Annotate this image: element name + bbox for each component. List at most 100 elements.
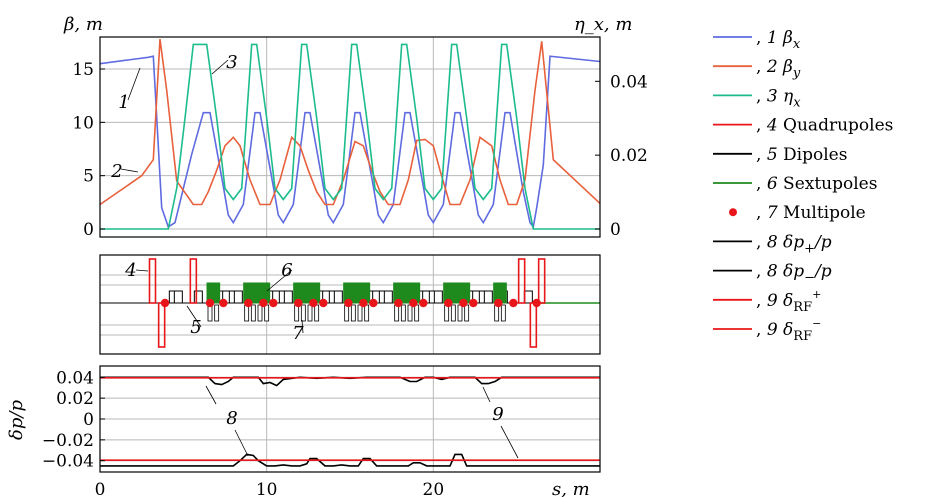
- dipole-element: [383, 290, 393, 304]
- dipole-lower-element: [400, 304, 406, 322]
- multipole-marker: [359, 298, 368, 308]
- legend-subscript: RF: [793, 300, 812, 315]
- plot-frame: [99, 254, 601, 355]
- dipole-element: [193, 290, 203, 304]
- dipole-lower-element: [444, 304, 450, 322]
- legend-symbol: δ: [783, 291, 793, 311]
- dipole-lower-element: [294, 304, 300, 322]
- dipole-lower-element: [300, 304, 306, 322]
- legend-number: 3: [767, 86, 783, 106]
- annotation-leader: [482, 386, 491, 403]
- y-tick-label: 5: [83, 167, 94, 187]
- dipole-lower-element: [457, 304, 463, 322]
- legend-number: 1: [767, 28, 783, 48]
- dipole-element: [233, 290, 243, 304]
- dipole-lower-element: [307, 304, 313, 322]
- dipole-lower-element: [464, 304, 470, 322]
- multipole-marker: [244, 298, 253, 308]
- annotation-leader: [266, 269, 293, 292]
- dipole-lower-element: [257, 304, 263, 322]
- dipole-lower-element: [414, 304, 420, 322]
- legend-tail: /p: [813, 262, 832, 282]
- legend-entry: , 3 ηx: [756, 86, 801, 110]
- legend-tail: /p: [813, 232, 832, 252]
- legend-entry: , 6 Sextupoles: [756, 174, 877, 194]
- multipole-marker: [160, 298, 170, 308]
- legend-subscript: y: [792, 66, 801, 81]
- annotation-leader: [234, 429, 249, 457]
- sextupole-element: [449, 282, 457, 304]
- annotation-leader: [205, 385, 217, 405]
- legend-symbol: β: [782, 28, 793, 48]
- legend-entry: , 2 βy: [756, 57, 801, 81]
- dipole-lower-element: [364, 304, 370, 322]
- curve-annotation-1: 1: [118, 92, 129, 113]
- dipole-lower-element: [207, 304, 213, 322]
- dipole-element: [523, 290, 533, 304]
- multipole-marker: [309, 298, 318, 308]
- sextupole-element: [399, 282, 407, 304]
- multipole-marker: [205, 298, 215, 308]
- plot-frame: [99, 36, 601, 238]
- dipole-lower-element: [344, 304, 350, 322]
- multipole-marker: [494, 298, 503, 308]
- y2-axis-label: η_x, m: [574, 14, 632, 35]
- element-annotation-6: 6: [281, 260, 292, 281]
- dipole-lower-element: [350, 304, 356, 322]
- dipole-lower-element: [407, 304, 413, 322]
- multipole-marker: [259, 298, 268, 308]
- dipole-element: [333, 290, 343, 304]
- legend-number: 9: [767, 291, 783, 311]
- element-annotation-5: 5: [190, 317, 201, 338]
- multipole-marker: [294, 298, 303, 308]
- y-axis-label: β, m: [63, 14, 103, 35]
- legend-number: 5: [767, 145, 783, 165]
- quadrupole-element: [148, 258, 157, 304]
- legend-subscript: x: [793, 37, 801, 52]
- curve-annotation-8: 8: [226, 408, 237, 429]
- annotation-leader: [301, 319, 304, 334]
- curve-annotation-3: 3: [226, 52, 237, 73]
- legend-symbol: β: [782, 57, 793, 77]
- legend-symbol: η: [783, 86, 794, 106]
- multipole-marker: [269, 298, 278, 308]
- multipole-marker: [444, 298, 453, 308]
- multipole-marker: [344, 298, 353, 308]
- dipole-element: [483, 290, 493, 304]
- legend-number: 9: [767, 320, 783, 340]
- legend-subscript: +: [804, 241, 815, 256]
- y-axis-label: δp/p: [6, 400, 27, 440]
- element-annotation-4: 4: [124, 260, 136, 281]
- x-tick-label: 10: [256, 480, 278, 497]
- legend-label: Multipole: [783, 203, 866, 223]
- multipole-marker: [219, 298, 228, 308]
- annotation-leader: [135, 269, 149, 272]
- legend-entry: , 4 Quadrupoles: [756, 116, 893, 136]
- legend-number: 8: [767, 262, 783, 282]
- lattice-panel: 4 5 6 7: [99, 254, 601, 355]
- legend-entry: , 8 δp−/p: [756, 262, 832, 286]
- multipole-marker: [319, 298, 328, 308]
- legend-entry: , 9 δRF−: [756, 317, 821, 344]
- series-line: [100, 453, 600, 467]
- curve-annotation-9: 9: [492, 404, 503, 425]
- quadrupole-element: [189, 258, 198, 304]
- annotation-leader: [120, 168, 139, 173]
- annotation-leader: [211, 59, 229, 75]
- y2-tick-label: 0: [610, 220, 621, 240]
- y-tick-label: −0.02: [42, 431, 94, 451]
- legend: , 1 βx , 2 βy , 3 ηx , 4 Quadrupoles , 5 Dip…: [713, 28, 893, 344]
- legend-entry: , 7 Multipole: [756, 203, 866, 223]
- multipole-marker: [419, 298, 428, 308]
- annotation-leader: [127, 67, 141, 101]
- legend-number: 8: [767, 232, 783, 252]
- multipole-marker: [469, 298, 478, 308]
- legend-number: 6: [767, 174, 783, 194]
- sextupole-element: [249, 282, 257, 304]
- legend-number: 4: [766, 116, 783, 136]
- legend-superscript: −: [812, 317, 821, 330]
- legend-label: Quadrupoles: [783, 116, 893, 136]
- dipole-lower-element: [450, 304, 456, 322]
- multipole-marker: [509, 298, 518, 308]
